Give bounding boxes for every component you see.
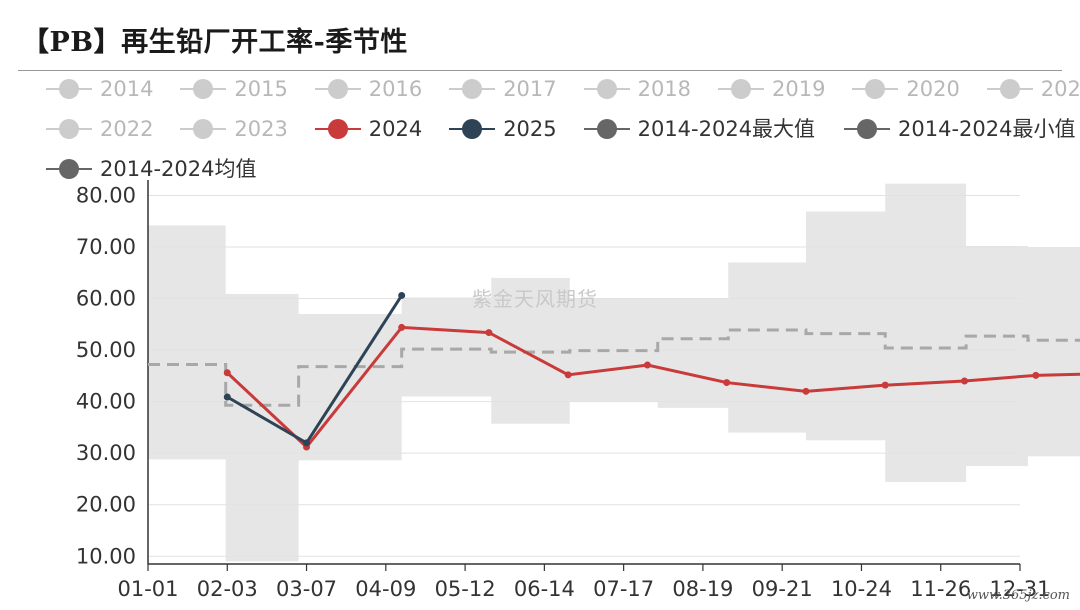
series-2024-point xyxy=(723,379,731,387)
legend-label: 2024 xyxy=(368,117,423,141)
legend-swatch-icon xyxy=(583,116,630,142)
legend-label: 2020 xyxy=(906,77,960,101)
series-2024-line xyxy=(226,325,1080,450)
legend-item[interactable]: 2022 xyxy=(46,116,153,142)
legend-swatch-icon xyxy=(180,76,227,102)
legend-item[interactable]: 2021 xyxy=(986,76,1080,102)
legend-swatch-icon xyxy=(449,116,496,142)
x-tick-label: 11-26 xyxy=(910,577,971,601)
legend-item[interactable]: 2020 xyxy=(852,76,960,102)
watermark: 紫金天风期货 xyxy=(472,287,598,311)
y-tick-label: 20.00 xyxy=(76,493,136,517)
legend-item[interactable]: 2014-2024最小值 xyxy=(844,116,1075,142)
legend-item[interactable]: 2018 xyxy=(583,76,692,102)
page-title: 【PB】再生铅厂开工率-季节性 xyxy=(22,27,408,58)
y-tick-label: 40.00 xyxy=(76,390,136,414)
series-2024-point xyxy=(485,329,493,337)
legend-swatch-icon xyxy=(46,76,92,102)
legend-swatch-icon xyxy=(314,76,361,102)
x-tick-label: 09-21 xyxy=(752,577,813,601)
legend-item[interactable]: 2014-2024最大值 xyxy=(583,116,816,142)
legend-swatch-icon xyxy=(583,76,630,102)
x-tick-label: 04-09 xyxy=(355,577,416,601)
legend-item[interactable]: 2017 xyxy=(449,76,557,102)
legend-label: 2016 xyxy=(368,77,423,101)
legend-swatch-icon xyxy=(46,156,92,182)
x-tick-label: 10-24 xyxy=(831,577,892,601)
legend-swatch-icon xyxy=(718,76,764,102)
range-band xyxy=(148,183,1080,562)
legend-label: 2015 xyxy=(234,77,288,101)
series-2024-point xyxy=(643,361,651,369)
x-tick-label: 03-07 xyxy=(276,577,337,601)
title-divider xyxy=(18,70,1062,71)
legend-item[interactable]: 2025 xyxy=(449,116,557,142)
series-2024-point xyxy=(961,377,969,385)
legend-swatch-icon xyxy=(986,76,1033,102)
y-tick-label: 60.00 xyxy=(76,287,136,311)
legend-swatch-icon xyxy=(180,116,227,142)
legend-label: 2021 xyxy=(1040,77,1080,101)
legend-item[interactable]: 2023 xyxy=(180,116,288,142)
y-tick-label: 80.00 xyxy=(76,183,136,207)
x-tick-label: 05-12 xyxy=(435,577,496,601)
legend-label: 2019 xyxy=(772,77,826,101)
legend-item[interactable]: 2015 xyxy=(180,76,288,102)
legend-label: 2023 xyxy=(234,117,288,141)
legend-swatch-icon xyxy=(46,116,92,142)
average-line xyxy=(148,328,1080,407)
x-tick-label: 07-17 xyxy=(593,577,654,601)
series-2024-point xyxy=(564,371,572,379)
series-2025-point xyxy=(398,291,406,299)
x-tick-label: 01-01 xyxy=(117,577,178,601)
x-tick-label: 02-03 xyxy=(197,577,258,601)
legend-label: 2018 xyxy=(637,77,692,101)
legend-label: 2014-2024最小值 xyxy=(898,117,1076,141)
series-2024-point xyxy=(398,323,406,331)
series-2024-point xyxy=(1032,371,1040,379)
legend-label: 2017 xyxy=(503,77,557,101)
legend-item[interactable]: 2016 xyxy=(314,76,423,102)
y-tick-label: 30.00 xyxy=(76,441,136,465)
legend-label: 2014 xyxy=(100,77,154,101)
legend-swatch-icon xyxy=(314,116,361,142)
legend-swatch-icon xyxy=(449,76,496,102)
legend-swatch-icon xyxy=(852,76,899,102)
legend-item[interactable]: 2019 xyxy=(718,76,825,102)
legend-label: 2014-2024均值 xyxy=(100,157,257,181)
series-2025-point xyxy=(223,393,231,401)
y-tick-label: 10.00 xyxy=(76,544,136,568)
series-2024-point xyxy=(881,381,889,389)
legend-label: 2014-2024最大值 xyxy=(637,117,816,141)
legend-label: 2022 xyxy=(100,117,154,141)
x-tick-label: 06-14 xyxy=(514,577,575,601)
legend-item[interactable]: 2014-2024均值 xyxy=(46,156,256,182)
x-tick-label: 12-31 xyxy=(989,577,1050,601)
series-2025-point xyxy=(303,439,311,447)
y-tick-label: 50.00 xyxy=(76,338,136,362)
legend-item[interactable]: 2014 xyxy=(46,76,153,102)
legend-swatch-icon xyxy=(844,116,890,142)
x-tick-label: 08-19 xyxy=(672,577,733,601)
legend-label: 2025 xyxy=(503,117,557,141)
site-watermark: www.365jz.com xyxy=(966,588,1070,603)
series-2024-point xyxy=(223,369,231,377)
legend-item[interactable]: 2024 xyxy=(314,116,423,142)
series-2024-point xyxy=(802,387,810,395)
y-tick-label: 70.00 xyxy=(76,235,136,259)
